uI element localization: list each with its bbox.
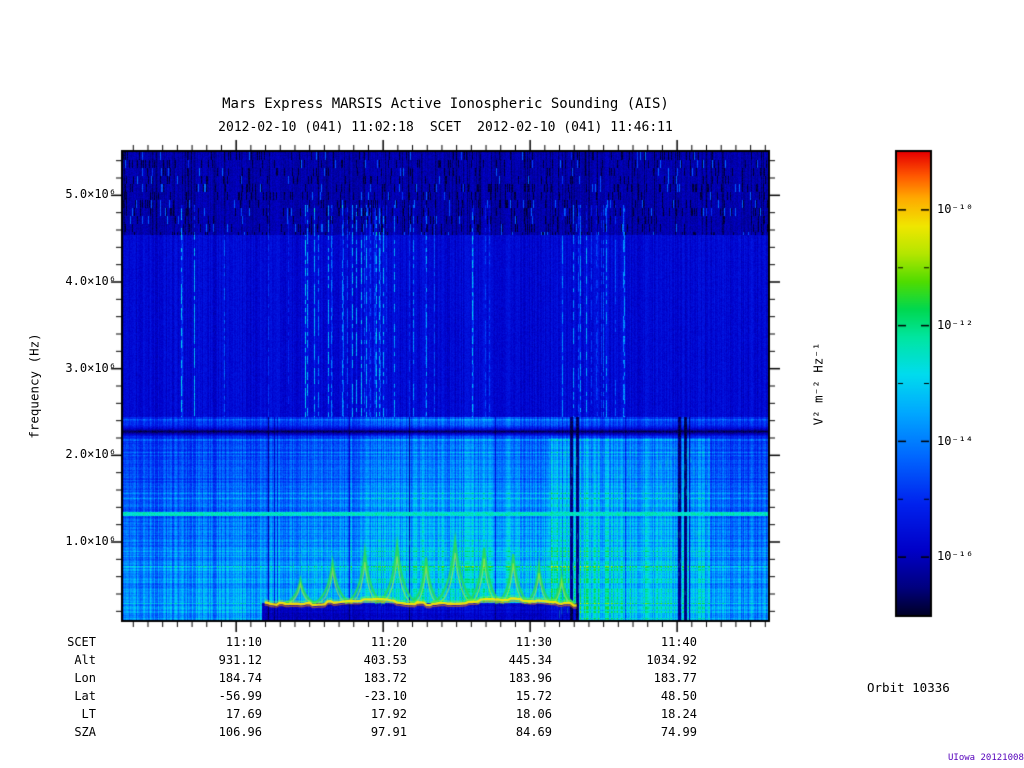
table-row-lat: Lat -56.99 -23.10 15.72 48.50 — [0, 687, 700, 705]
table-cell: 11:10 — [225, 635, 262, 649]
table-cell: 11:20 — [370, 635, 407, 649]
table-cell: 183.72 — [363, 671, 407, 685]
table-cell: 97.91 — [370, 725, 407, 739]
row-label: SCET — [67, 635, 96, 649]
table-cell: 17.69 — [225, 707, 262, 721]
table-cell: -23.10 — [363, 689, 407, 703]
table-cell: 17.92 — [370, 707, 407, 721]
table-cell: 445.34 — [508, 653, 552, 667]
table-cell: 931.12 — [218, 653, 262, 667]
y-tick-label-5e6: 5.0×10⁶ — [65, 187, 116, 201]
row-label: Alt — [74, 653, 96, 667]
colorbar-tick-label-1e-16: 10⁻¹⁶ — [937, 549, 974, 563]
colorbar-tick-label-1e-14: 10⁻¹⁴ — [937, 434, 974, 448]
table-cell: 183.77 — [653, 671, 697, 685]
y-tick-label-1e6: 1.0×10⁶ — [65, 534, 116, 548]
table-cell: 183.96 — [508, 671, 552, 685]
colorbar-unit-label: V² m⁻² Hz⁻¹ — [810, 342, 826, 426]
table-cell: 106.96 — [218, 725, 262, 739]
table-cell: -56.99 — [218, 689, 262, 703]
table-cell: 11:30 — [515, 635, 552, 649]
table-cell: 403.53 — [363, 653, 407, 667]
page-title: Mars Express MARSIS Active Ionospheric S… — [222, 96, 669, 112]
y-tick-label-3e6: 3.0×10⁶ — [65, 361, 116, 375]
table-cell: 18.06 — [515, 707, 552, 721]
table-cell: 184.74 — [218, 671, 262, 685]
y-tick-label-4e6: 4.0×10⁶ — [65, 274, 116, 288]
table-cell: 84.69 — [515, 725, 552, 739]
colorbar-tick-label-1e-12: 10⁻¹² — [937, 318, 974, 332]
row-label: Lat — [74, 689, 96, 703]
row-label: LT — [81, 707, 96, 721]
start-scet: 2012-02-10 (041) 11:02:18 — [218, 120, 414, 135]
table-row-lt: LT 17.69 17.92 18.06 18.24 — [0, 705, 700, 723]
figure-subtitle: 2012-02-10 (041) 11:02:18 SCET 2012-02-10 … — [123, 120, 768, 135]
table-row-alt: Alt 931.12 403.53 445.34 1034.92 — [0, 651, 700, 669]
table-cell: 1034.92 — [646, 653, 697, 667]
scet-label: SCET — [429, 120, 462, 135]
table-cell: 11:40 — [660, 635, 697, 649]
colorbar-tick-label-1e-10: 10⁻¹⁰ — [937, 202, 974, 216]
row-label: Lon — [74, 671, 96, 685]
y-axis-label: frequency (Hz) — [26, 333, 42, 439]
table-cell: 18.24 — [660, 707, 697, 721]
table-row-sza: SZA 106.96 97.91 84.69 74.99 — [0, 723, 700, 741]
table-row-lon: Lon 184.74 183.72 183.96 183.77 — [0, 669, 700, 687]
table-row-scet: SCET 11:10 11:20 11:30 11:40 — [0, 633, 700, 651]
table-cell: 74.99 — [660, 725, 697, 739]
table-cell: 15.72 — [515, 689, 552, 703]
credit-text: UIowa 20121008 — [948, 753, 1024, 763]
orbit-label: Orbit 10336 — [867, 680, 950, 695]
y-tick-label-2e6: 2.0×10⁶ — [65, 447, 116, 461]
ephemeris-table: SCET 11:10 11:20 11:30 11:40 Alt 931.12 … — [0, 633, 700, 741]
table-cell: 48.50 — [660, 689, 697, 703]
end-scet: 2012-02-10 (041) 11:46:11 — [477, 120, 673, 135]
row-label: SZA — [74, 725, 96, 739]
